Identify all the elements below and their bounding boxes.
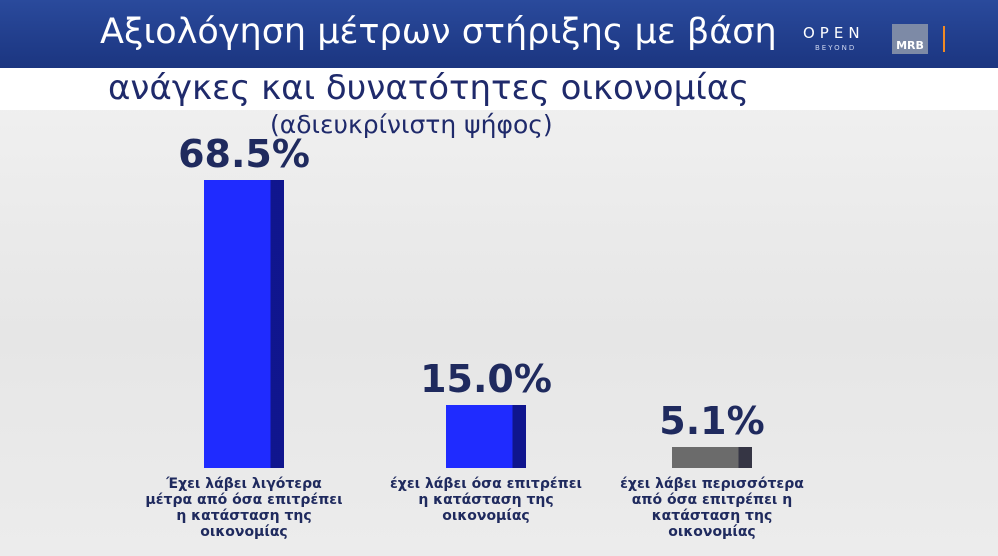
category-label: έχει λάβει όσα επιτρέπει η κατάσταση της… [390, 476, 582, 524]
separator [943, 26, 945, 52]
logo-mrb: MRB [892, 24, 928, 54]
bar [672, 446, 752, 468]
header-band [0, 0, 998, 68]
title-band [0, 68, 998, 110]
value-label: 68.5% [178, 132, 310, 176]
logo-beyond: BEYOND [815, 44, 857, 52]
logo-open: OPEN [803, 24, 865, 42]
bar [204, 180, 284, 468]
bar [446, 404, 526, 468]
category-label: Έχει λάβει λιγότερα μέτρα από όσα επιτρέ… [145, 476, 343, 540]
chart-subtitle: (αδιευκρίνιστη ψήφος) [270, 110, 553, 139]
value-label: 5.1% [659, 398, 765, 443]
chart-title: ανάγκες και δυνατότητες οικονομίας [108, 68, 750, 108]
title: Αξιολόγηση μέτρων στήριξης με βάση [100, 12, 777, 52]
value-label: 15.0% [420, 356, 552, 401]
category-label: έχει λάβει περισσότερα από όσα επιτρέπει… [620, 476, 804, 540]
